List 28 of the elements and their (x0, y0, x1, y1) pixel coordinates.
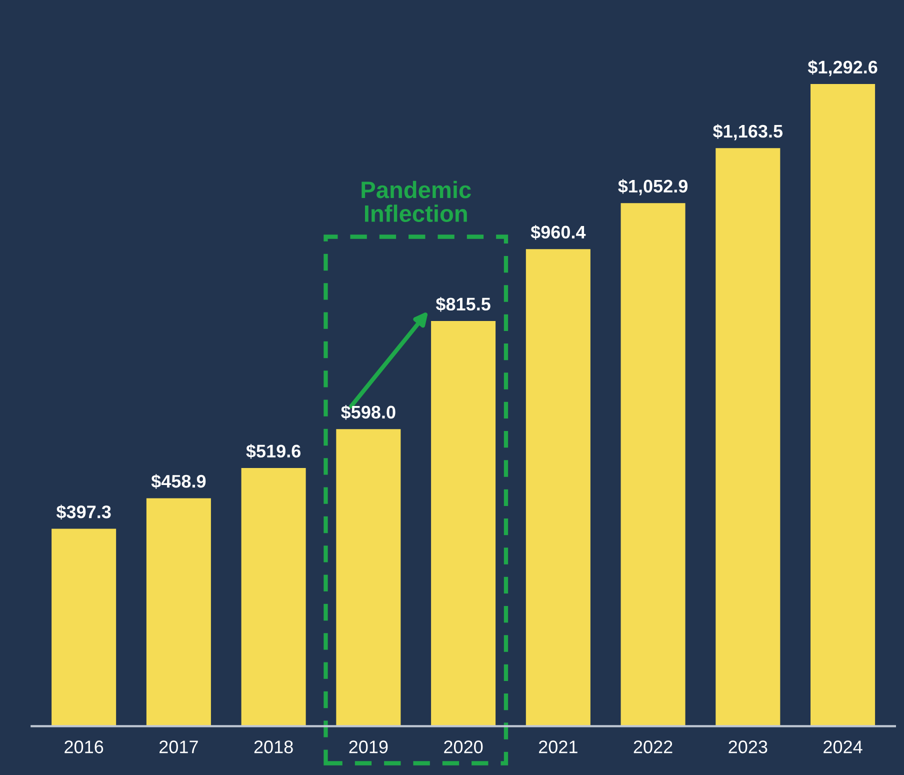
data-label: $960.4 (530, 224, 586, 240)
data-label: $1,052.9 (618, 179, 688, 196)
bar (146, 498, 211, 726)
bar (716, 148, 780, 726)
data-label: $815.5 (436, 296, 490, 312)
x-tick-label: 2018 (254, 740, 293, 754)
x-tick-label: 2020 (444, 740, 483, 754)
annotation: Pandemic Inflection (362, 180, 471, 222)
data-label: $1,163.5 (713, 124, 783, 140)
bar (431, 321, 496, 726)
x-tick-label: 2017 (160, 740, 198, 754)
data-label: $519.6 (246, 444, 301, 459)
bar (336, 429, 401, 726)
x-tick-label: 2024 (824, 740, 862, 754)
bar (241, 468, 306, 726)
x-tick-label: 2019 (349, 740, 388, 754)
x-tick-label: 2016 (64, 740, 104, 754)
data-label: $1,292.6 (808, 60, 878, 76)
bar (620, 203, 686, 726)
data-label: $598.0 (341, 405, 396, 420)
x-tick-label: 2023 (728, 740, 768, 754)
data-label: $458.9 (151, 474, 206, 489)
x-tick-label: 2021 (539, 740, 578, 754)
x-tick-label: 2022 (634, 740, 672, 754)
bar (526, 249, 590, 726)
data-label: $397.3 (56, 504, 111, 520)
bar (52, 528, 116, 726)
bar (810, 84, 876, 726)
